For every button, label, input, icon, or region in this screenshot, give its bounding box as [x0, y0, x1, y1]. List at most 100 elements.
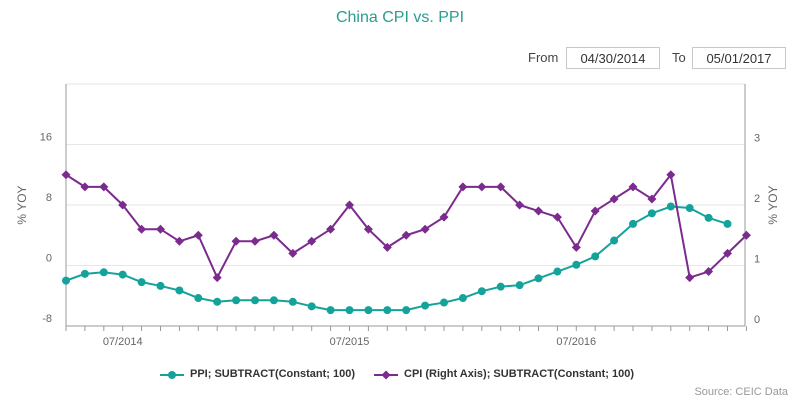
ppi-data-point [175, 286, 184, 295]
cpi-data-point [118, 200, 128, 210]
cpi-data-point [666, 170, 676, 180]
cpi-data-point [704, 267, 714, 277]
y-right-tick-label: 0 [754, 314, 760, 326]
ppi-data-point [402, 306, 411, 315]
cpi-data-point [137, 224, 147, 234]
ppi-data-point [307, 302, 316, 311]
cpi-data-point [571, 242, 581, 252]
ppi-data-point [383, 306, 392, 315]
cpi-data-point [477, 182, 487, 192]
cpi-data-point [156, 224, 165, 234]
cpi-data-point [99, 182, 109, 192]
ppi-data-point [99, 268, 108, 277]
ppi-data-point [629, 219, 637, 228]
cpi-data-point [458, 182, 468, 192]
ppi-data-point [496, 282, 505, 291]
ppi-data-point [421, 301, 430, 310]
ppi-data-point [458, 294, 467, 303]
ppi-data-point [194, 294, 203, 303]
to-date-input[interactable]: 05/01/2017 [692, 47, 786, 69]
ppi-data-point [232, 296, 241, 305]
y-right-tick-label: 2 [754, 193, 760, 205]
y-left-axis-title: % YOY [15, 185, 29, 224]
ppi-data-point [251, 296, 259, 305]
y-left-tick-label: 16 [40, 132, 52, 144]
cpi-data-point [269, 230, 279, 240]
grid-lines [66, 83, 745, 327]
x-tick-label: 07/2016 [556, 336, 596, 348]
ppi-data-point [723, 219, 732, 228]
cpi-data-point [439, 212, 449, 222]
ppi-data-point [345, 306, 354, 315]
cpi-data-point [80, 182, 90, 192]
ppi-data-point [534, 274, 543, 283]
cpi-data-point [231, 236, 241, 246]
cpi-data-point [685, 273, 695, 283]
cpi-legend-marker [374, 370, 398, 380]
series [61, 170, 751, 315]
from-label: From [528, 50, 559, 65]
y-right-tick-label: 3 [754, 133, 760, 145]
cpi-data-point [609, 194, 619, 204]
cpi-data-point [647, 194, 657, 204]
ppi-data-point [515, 281, 524, 290]
ppi-data-point [591, 252, 600, 261]
cpi-data-point [193, 230, 203, 240]
y-left-tick-label: 0 [46, 253, 52, 265]
cpi-data-point [250, 236, 260, 246]
cpi-data-point [420, 224, 430, 234]
ppi-legend-marker [160, 371, 184, 379]
ppi-data-point [685, 204, 694, 213]
ppi-data-point [610, 236, 619, 245]
ppi-data-point [269, 296, 278, 305]
ppi-data-point [647, 209, 656, 218]
ppi-data-point [553, 267, 562, 276]
y-right-tick-label: 1 [754, 254, 760, 266]
ppi-data-point [364, 306, 373, 315]
axes: -8 0 8 16 0 1 2 3 % YOY % YOY 07/2014 07/2015 07/201… [15, 84, 780, 348]
cpi-data-point [628, 182, 638, 192]
x-tick-label: 07/2014 [103, 336, 143, 348]
cpi-data-point [534, 206, 543, 216]
legend-label-cpi: CPI (Right Axis); SUBTRACT(Constant; 100… [404, 368, 634, 380]
ppi-data-point [477, 287, 486, 296]
cpi-data-point [326, 224, 336, 234]
source-note: Source: CEIC Data [694, 386, 788, 398]
ppi-data-point [118, 270, 127, 279]
cpi-data-point [496, 182, 506, 192]
ppi-data-point [62, 276, 70, 285]
legend-label-ppi: PPI; SUBTRACT(Constant; 100) [190, 368, 356, 380]
cpi-data-point [590, 206, 600, 216]
date-range-picker: From 04/30/2014 To 05/01/2017 [0, 47, 800, 71]
ppi-data-point [213, 297, 222, 306]
ppi-data-point [80, 269, 89, 278]
cpi-data-point [174, 236, 184, 246]
cpi-data-point [401, 230, 411, 240]
x-tick-label: 07/2015 [330, 336, 370, 348]
y-left-tick-label: -8 [42, 313, 52, 325]
cpi-data-point [363, 224, 373, 234]
ppi-data-point [137, 278, 146, 287]
ppi-data-point [572, 260, 581, 269]
ppi-data-point [326, 306, 335, 315]
cpi-data-point [515, 200, 525, 210]
chart-title: China CPI vs. PPI [335, 9, 465, 26]
cpi-data-point [741, 230, 751, 240]
cpi-data-point [382, 242, 392, 252]
ppi-data-point [156, 281, 165, 290]
to-label: To [672, 50, 686, 65]
cpi-data-point [212, 273, 222, 283]
ppi-series-line [65, 205, 728, 312]
y-left-tick-label: 8 [46, 192, 52, 204]
ppi-data-point [704, 213, 713, 222]
cpi-series-line [65, 173, 748, 279]
y-right-axis-title: % YOY [766, 185, 780, 224]
cpi-data-point [61, 170, 71, 180]
cpi-data-point [345, 200, 354, 210]
from-date-input[interactable]: 04/30/2014 [566, 47, 660, 69]
cpi-data-point [723, 248, 732, 258]
ppi-data-point [666, 202, 675, 211]
cpi-data-point [288, 248, 298, 258]
ppi-data-point [288, 297, 297, 306]
